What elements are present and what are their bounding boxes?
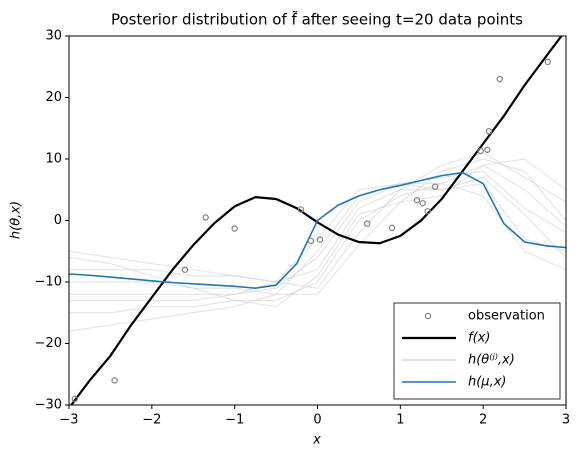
y-tick-label: 10 — [45, 152, 62, 167]
observation-point — [419, 200, 426, 207]
sample-line — [69, 183, 566, 332]
legend-label: f(x) — [468, 331, 490, 346]
sample-line — [69, 170, 566, 295]
sample-line — [69, 158, 566, 295]
observation-point — [364, 220, 371, 227]
legend-label: h(μ,x) — [468, 375, 506, 390]
observation-point — [544, 58, 551, 66]
plot-area — [69, 36, 566, 405]
x-tick-label: 1 — [396, 413, 404, 428]
line — [69, 171, 566, 289]
y-tick-label: −10 — [35, 275, 62, 290]
legend-marker — [424, 312, 432, 320]
x-tick-label: −1 — [225, 413, 244, 428]
chart-title: Posterior distribution of f̃ after seein… — [111, 10, 523, 29]
legend-label: observation — [468, 309, 545, 324]
y-tick-label: 0 — [54, 213, 62, 228]
x-tick-label: 0 — [313, 413, 321, 428]
observation-point — [71, 395, 78, 403]
observation-point — [231, 225, 238, 232]
x-tick-label: −2 — [142, 413, 161, 428]
y-tick-label: −20 — [35, 336, 62, 351]
legend-box — [393, 302, 561, 400]
observation-point — [297, 206, 305, 213]
observation-point — [431, 183, 439, 190]
observation-point — [111, 377, 118, 384]
observation-point — [484, 146, 491, 153]
x-tick-label: 2 — [479, 413, 487, 428]
observation-point — [485, 128, 493, 135]
y-tick-label: −30 — [35, 398, 62, 413]
observation-point — [316, 236, 324, 243]
y-tick-label: 30 — [45, 29, 62, 44]
x-tick-label: 3 — [562, 413, 570, 428]
observation-point — [202, 214, 209, 221]
observation-point — [496, 75, 503, 83]
observation-point — [388, 224, 396, 232]
observation-point — [181, 266, 189, 273]
x-axis-label: x — [312, 433, 321, 448]
observation-point — [424, 208, 431, 215]
observation-point — [477, 147, 484, 155]
x-tick-label: −3 — [59, 413, 78, 428]
observation-point — [307, 237, 315, 244]
y-axis-label: h(θ,x) — [9, 201, 24, 239]
y-tick-label: 20 — [45, 90, 62, 105]
observation-point — [413, 197, 421, 204]
sample-line — [69, 158, 566, 308]
legend-label: h(θ⁽ʲ⁾,x) — [468, 353, 515, 368]
